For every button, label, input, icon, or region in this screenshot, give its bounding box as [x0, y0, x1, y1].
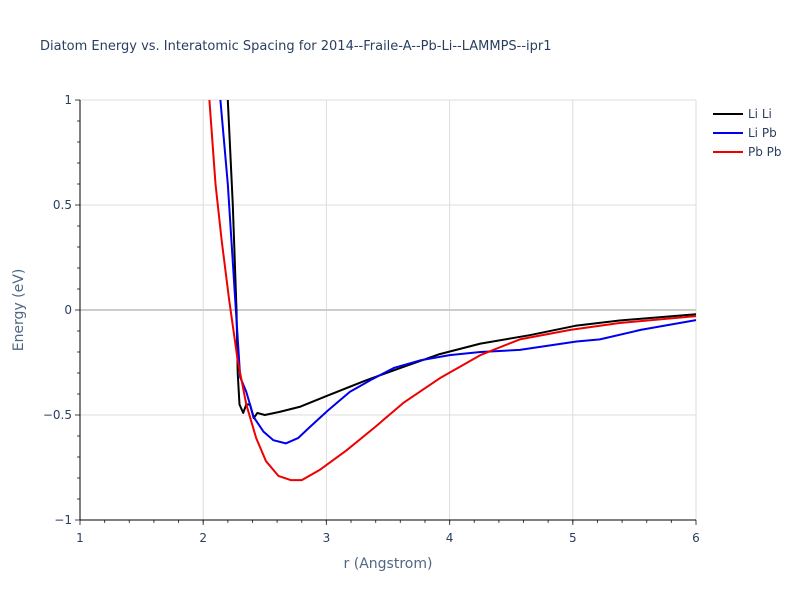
- x-tick-label: 2: [199, 531, 207, 545]
- legend-item-pb-pb[interactable]: Pb Pb: [713, 145, 782, 159]
- trace-li-li[interactable]: [226, 100, 696, 420]
- legend-item-li-li[interactable]: Li Li: [713, 107, 772, 121]
- legend-label: Li Pb: [748, 126, 777, 140]
- legend-label: Pb Pb: [748, 145, 782, 159]
- legend[interactable]: Li Li Li Pb Pb Pb: [713, 107, 782, 159]
- y-axis-title: Energy (eV): [11, 269, 27, 352]
- trace-pb-pb[interactable]: [208, 100, 696, 482]
- y-tick-label: 0: [64, 303, 72, 317]
- trace-li-pb[interactable]: [219, 100, 696, 445]
- legend-label: Li Li: [748, 107, 772, 121]
- y-tick-label: −1: [54, 513, 72, 527]
- chart-title: Diatom Energy vs. Interatomic Spacing fo…: [40, 39, 552, 54]
- y-tick-label: 0.5: [53, 198, 72, 212]
- x-tick-label: 4: [446, 531, 454, 545]
- x-tick-label: 6: [692, 531, 700, 545]
- x-axis-title: r (Angstrom): [344, 556, 433, 572]
- x-tick-label: 5: [569, 531, 577, 545]
- legend-item-li-pb[interactable]: Li Pb: [713, 126, 777, 140]
- plot-area[interactable]: [208, 100, 696, 482]
- y-tick-label: 1: [64, 93, 72, 107]
- x-tick-label: 1: [76, 531, 84, 545]
- x-tick-label: 3: [323, 531, 331, 545]
- axes: 1 2 3 4 5 6 1 0.5 0 −0.5 −1: [43, 93, 700, 545]
- y-tick-label: −0.5: [43, 408, 72, 422]
